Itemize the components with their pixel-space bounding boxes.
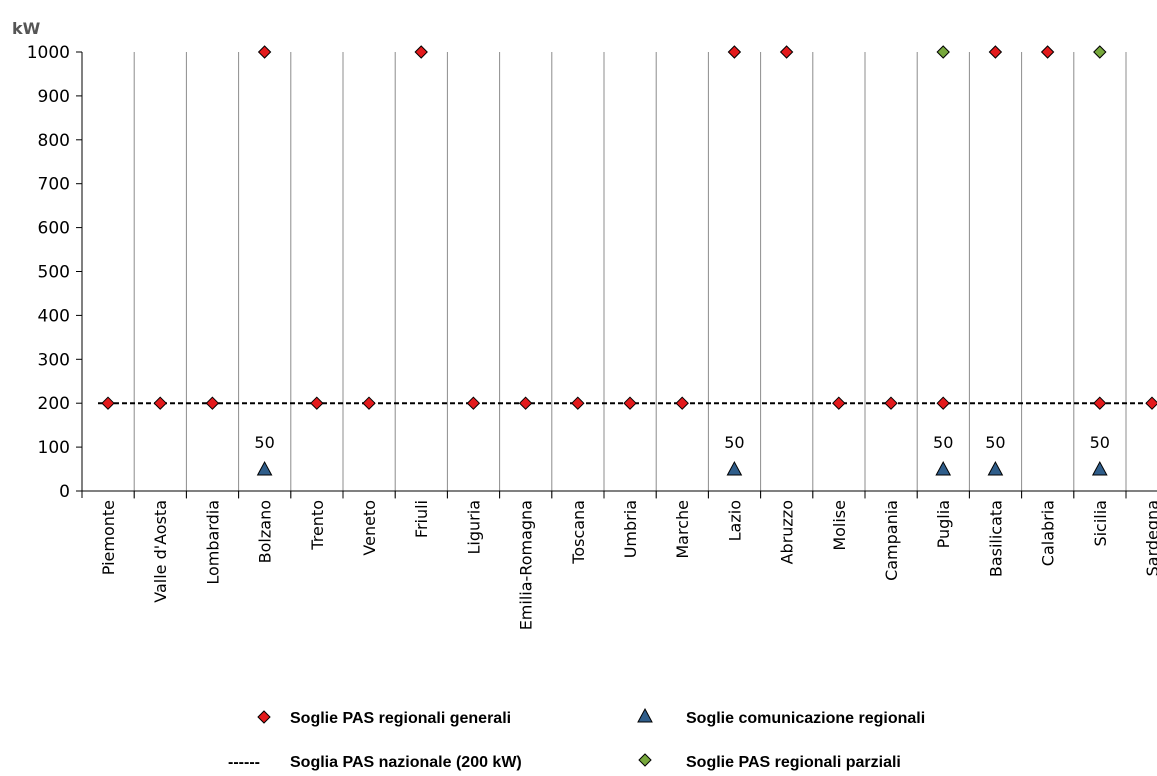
point-soglie-pas-regionali-parziali-puglia <box>936 45 950 59</box>
marks-layer <box>101 45 1157 476</box>
data-label-lazio: 50 <box>724 433 744 452</box>
category-label-campania: Campania <box>882 500 901 581</box>
y-tick-label: 700 <box>38 175 70 195</box>
point-soglie-comunicazione-regionali-basilicata <box>987 460 1004 476</box>
point-soglie-pas-regionali-generali-lombardia <box>205 396 220 410</box>
point-soglie-pas-regionali-parziali-sicilia <box>1093 45 1107 59</box>
y-tick-label: 1000 <box>27 43 70 63</box>
category-label-lombardia: Lombardia <box>203 500 222 585</box>
data-label-sicilia: 50 <box>1090 433 1110 452</box>
point-soglie-pas-regionali-generali-puglia <box>936 396 950 410</box>
point-soglie-pas-regionali-generali-umbria <box>623 396 637 410</box>
point-soglie-pas-regionali-generali-sicilia <box>1093 396 1107 410</box>
y-tick-label: 800 <box>38 131 70 151</box>
category-label-puglia: Puglia <box>934 500 953 548</box>
point-soglie-pas-regionali-generali-toscana <box>571 396 585 410</box>
category-label-marche: Marche <box>673 500 692 559</box>
legend-label-partial: Soglie PAS regionali parziali <box>686 754 901 771</box>
y-tick-label: 100 <box>38 438 70 458</box>
point-soglie-pas-regionali-generali-marche <box>675 396 689 410</box>
data-label-puglia: 50 <box>933 433 953 452</box>
labels-layer: 50 50 50 50 50 <box>254 433 1110 452</box>
y-tick-label: 0 <box>59 482 70 502</box>
point-soglie-pas-regionali-generali-friuli <box>414 45 428 59</box>
point-soglie-comunicazione-regionali-lazio <box>726 460 743 476</box>
category-label-toscana: Toscana <box>569 500 588 565</box>
point-soglie-pas-regionali-generali-liguria <box>466 396 481 410</box>
point-soglie-pas-regionali-generali-valle-d-aosta <box>153 396 167 410</box>
y-unit-label: kW <box>12 19 41 38</box>
category-label-piemonte: Piemonte <box>99 500 118 575</box>
category-label-lazio: Lazio <box>725 500 744 541</box>
category-label-sardegna: Sardegna <box>1143 500 1157 576</box>
legend-label-national: Soglia PAS nazionale (200 kW) <box>290 754 522 771</box>
point-soglie-pas-regionali-generali-bolzano <box>257 45 272 59</box>
y-tick-label: 900 <box>38 87 70 107</box>
point-soglie-pas-regionali-generali-piemonte <box>101 396 115 410</box>
category-label-friuli: Friuli <box>412 500 431 538</box>
point-soglie-pas-regionali-generali-basilicata <box>988 45 1003 59</box>
category-label-veneto: Veneto <box>360 500 379 556</box>
legend-marker-national: ------ <box>228 754 260 771</box>
point-soglie-pas-regionali-generali-veneto <box>362 396 376 410</box>
point-soglie-comunicazione-regionali-sicilia <box>1091 460 1108 476</box>
y-tick-label: 300 <box>38 350 70 370</box>
data-label-basilicata: 50 <box>985 433 1005 452</box>
y-tick-label: 600 <box>38 219 70 239</box>
legend-label-communication: Soglie comunicazione regionali <box>686 710 925 727</box>
legend-label-general: Soglie PAS regionali generali <box>290 710 511 727</box>
category-label-calabria: Calabria <box>1039 500 1058 566</box>
category-label-trento: Trento <box>308 500 327 551</box>
legend-marker-general <box>257 710 271 724</box>
category-label-umbria: Umbria <box>621 500 640 558</box>
grid-layer <box>133 52 1127 499</box>
point-soglie-pas-regionali-generali-calabria <box>1040 45 1055 59</box>
category-label-sicilia: Sicilia <box>1091 500 1110 547</box>
category-label-abruzzo: Abruzzo <box>778 500 797 564</box>
legend: Soglie PAS regionali generali Soglie comu… <box>228 707 925 771</box>
point-soglie-pas-regionali-generali-trento <box>310 396 324 410</box>
point-soglie-comunicazione-regionali-puglia <box>935 460 952 476</box>
data-label-bolzano: 50 <box>254 433 274 452</box>
legend-marker-communication <box>637 707 653 723</box>
category-label-molise: Molise <box>830 500 849 551</box>
category-label-liguria: Liguria <box>464 500 483 554</box>
axis-layer: 0 100 200 300 400 500 600 700 800 900 1000 kW Piemon… <box>12 19 1157 630</box>
y-tick-label: 200 <box>38 394 70 414</box>
category-label-basilicata: Basilicata <box>986 500 1005 577</box>
point-soglie-comunicazione-regionali-bolzano <box>256 460 273 476</box>
point-soglie-pas-regionali-generali-emilia-romagna <box>518 396 533 410</box>
point-soglie-pas-regionali-generali-sardegna <box>1145 396 1157 410</box>
y-tick-label: 500 <box>38 263 70 283</box>
category-label-emilia-romagna: Emilia-Romagna <box>517 500 536 630</box>
category-label-bolzano: Bolzano <box>256 500 275 563</box>
category-label-valle-d-aosta: Valle d'Aosta <box>151 500 170 603</box>
point-soglie-pas-regionali-generali-molise <box>832 396 846 410</box>
y-tick-label: 400 <box>38 306 70 326</box>
point-soglie-pas-regionali-generali-abruzzo <box>779 45 794 59</box>
legend-marker-partial <box>638 753 652 767</box>
point-soglie-pas-regionali-generali-campania <box>884 396 898 410</box>
point-soglie-pas-regionali-generali-lazio <box>727 45 742 59</box>
